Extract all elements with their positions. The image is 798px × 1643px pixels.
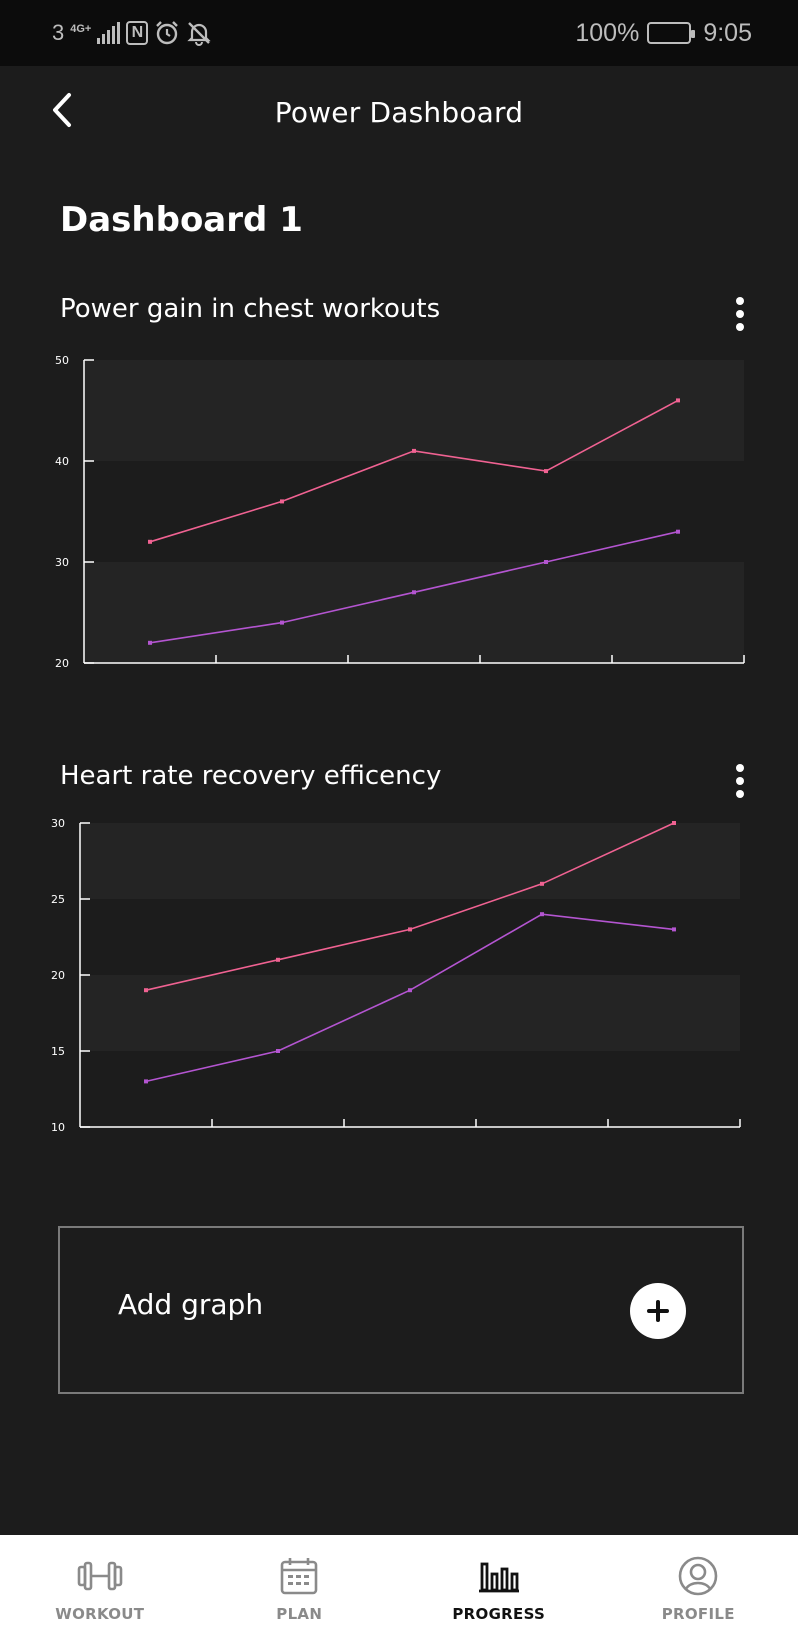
grid-band [80,975,740,1051]
dashboard-title: Dashboard 1 [60,200,303,240]
clock-time: 9:05 [703,18,752,47]
nav-label: PROFILE [661,1605,735,1623]
add-graph-circle[interactable] [630,1283,686,1339]
network-type: 4G+ [70,22,92,35]
nav-item-plan[interactable]: PLAN [200,1535,400,1643]
menu-dot [736,777,744,785]
page-title: Power Dashboard [274,96,524,129]
menu-dot [736,764,744,772]
bottom-nav: WORKOUT PLAN [0,1535,798,1643]
status-bar: 3 4G+ N 100% 9:05 [0,0,798,66]
nfc-icon: N [126,21,149,45]
chevron-left-icon [53,93,71,127]
data-point [148,539,152,544]
menu-dot [736,297,744,305]
add-graph-button[interactable]: Add graph [58,1226,744,1394]
status-left: 3 4G+ N [52,18,212,48]
data-point [540,881,544,886]
nav-item-progress[interactable]: PROGRESS [399,1535,599,1643]
y-tick-label: 20 [51,969,65,982]
graph-title: Power gain in chest workouts [60,294,441,324]
grid-band [80,823,740,899]
menu-dot [736,310,744,318]
data-point [144,1079,148,1084]
y-tick-label: 15 [51,1045,65,1058]
grid-band [84,562,744,663]
y-tick-label: 10 [51,1121,65,1134]
nav-label: WORKOUT [55,1605,145,1623]
data-point [540,912,544,917]
data-point [412,448,416,453]
bell-muted-icon [187,22,212,46]
data-point [280,620,284,625]
data-point [276,957,280,962]
data-point [148,640,152,645]
signal-icon [97,22,121,44]
calendar-icon [274,1555,324,1597]
alarm-icon [156,21,179,45]
line-chart: 30 25 20 15 10 [51,817,741,1134]
menu-dot [736,323,744,331]
app-bar: Power Dashboard [0,66,798,162]
data-point [676,398,680,403]
back-button[interactable] [44,88,80,132]
kebab-menu-button[interactable] [726,761,754,801]
kebab-menu-button[interactable] [726,294,754,334]
nav-item-profile[interactable]: PROFILE [599,1535,798,1643]
graph-card: Power gain in chest workouts 50 40 30 20 [0,290,798,710]
graph-card: Heart rate recovery efficency 30 25 20 15 10 [0,757,798,1177]
data-point [408,988,412,993]
battery-icon [647,22,696,44]
y-tick-label: 40 [55,455,69,468]
data-point [276,1049,280,1053]
y-tick-label: 20 [55,657,69,670]
y-tick-label: 25 [51,893,65,906]
line-chart: 50 40 30 20 [55,354,745,670]
data-point [676,529,680,534]
y-tick-label: 30 [51,817,65,830]
y-tick-label: 50 [55,354,69,367]
add-graph-label: Add graph [118,1288,264,1321]
nav-label: PLAN [276,1605,323,1623]
graph-title: Heart rate recovery efficency [60,761,442,791]
menu-dot [736,790,744,798]
status-right: 100% 9:05 [575,18,752,48]
data-point [672,927,676,932]
data-point [280,499,284,504]
battery-percent: 100% [575,18,640,47]
sim-indicator: 3 [52,20,65,45]
data-point [672,821,676,825]
data-point [144,988,148,993]
data-point [412,590,416,595]
nav-label: PROGRESS [452,1605,546,1623]
data-point [544,560,548,564]
grid-band [84,360,744,461]
data-point [544,469,548,474]
bar-chart-icon [474,1555,524,1597]
dumbbell-icon [75,1555,125,1597]
nav-item-workout[interactable]: WORKOUT [0,1535,200,1643]
data-point [408,927,412,932]
y-tick-label: 30 [55,556,69,569]
user-circle-icon [673,1555,723,1597]
plus-icon [647,1300,669,1322]
